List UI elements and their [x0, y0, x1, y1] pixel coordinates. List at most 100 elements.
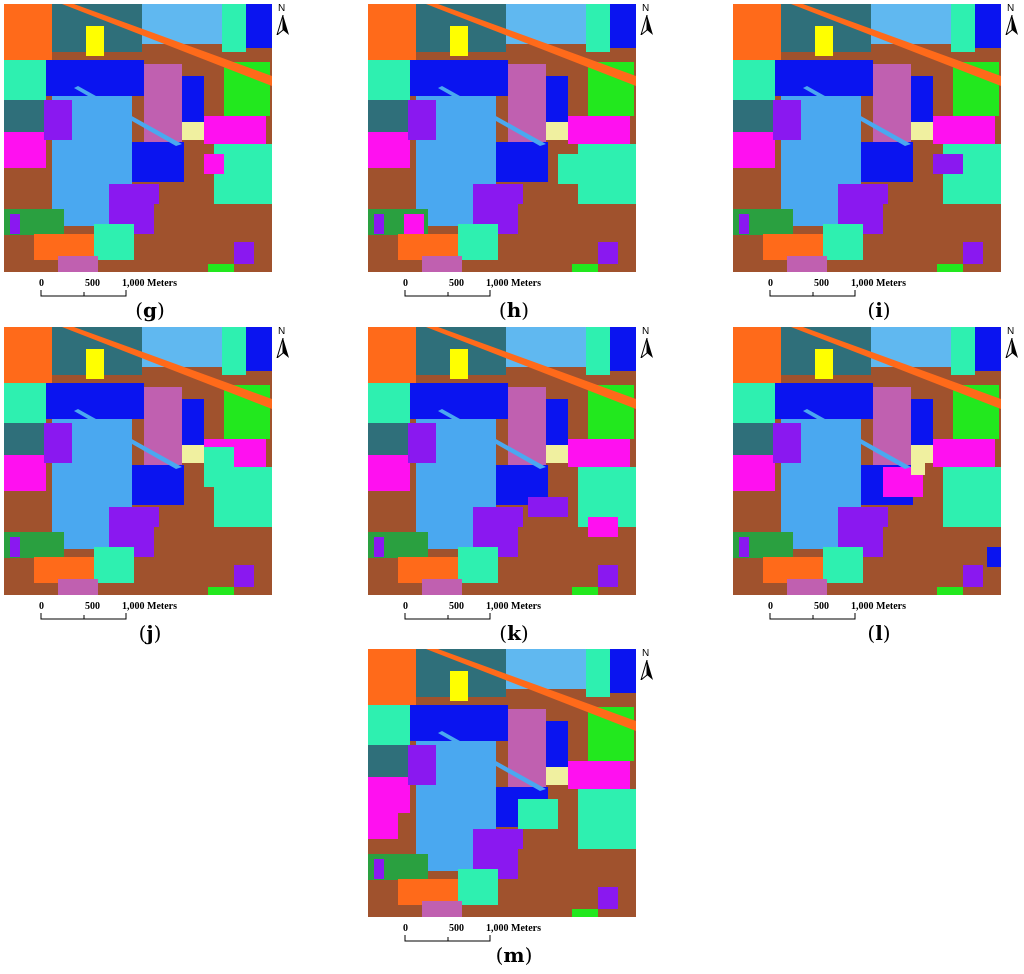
field-region	[368, 777, 410, 813]
field-region	[911, 399, 933, 459]
field-region	[598, 242, 618, 264]
field-region	[568, 116, 630, 144]
north-label: N	[642, 326, 650, 337]
map-panel-j: N 0 500 1,000 Meters (j)	[0, 323, 300, 647]
north-arrow: N	[1005, 326, 1019, 358]
scale-bar-line	[404, 935, 491, 942]
field-region	[10, 214, 20, 234]
field-region	[773, 100, 801, 140]
field-region	[546, 122, 568, 140]
scale-label-500: 500	[814, 601, 829, 612]
scale-bar: 0 500 1,000 Meters	[765, 278, 915, 298]
field-region	[58, 579, 98, 595]
road-strip	[62, 4, 272, 86]
field-region	[374, 859, 384, 879]
field-region	[46, 383, 144, 419]
north-label: N	[642, 3, 650, 14]
classification-map	[368, 649, 636, 917]
field-region	[933, 154, 963, 174]
scale-bar: 0 500 1,000 Meters	[400, 601, 550, 621]
scale-bar-line	[769, 290, 856, 297]
diagonal-boundary	[438, 409, 546, 469]
field-region	[458, 547, 498, 583]
field-region	[815, 26, 833, 56]
field-region	[4, 60, 46, 100]
field-region	[763, 557, 823, 583]
field-region	[182, 122, 204, 140]
field-region	[182, 445, 204, 463]
scale-label-500: 500	[85, 278, 100, 289]
field-region	[733, 455, 775, 491]
field-region	[598, 887, 618, 909]
scale-label-0: 0	[403, 923, 408, 934]
field-region	[975, 327, 1001, 371]
field-region	[374, 214, 384, 234]
map-panel-k: N 0 500 1,000 Meters (k)	[364, 323, 664, 647]
scale-label-1000: 1,000 Meters	[122, 601, 177, 612]
north-arrow-icon	[640, 660, 653, 680]
field-region	[208, 264, 234, 272]
classification-map	[733, 4, 1001, 272]
field-region	[787, 579, 827, 595]
diagonal-boundary	[74, 409, 182, 469]
field-region	[58, 256, 98, 272]
field-region	[861, 142, 913, 182]
north-label: N	[1007, 3, 1015, 14]
scale-label-1000: 1,000 Meters	[486, 923, 541, 934]
map-panel-h: N 0 500 1,000 Meters (h)	[364, 0, 664, 324]
field-region	[787, 256, 827, 272]
field-region	[739, 214, 749, 234]
field-region	[558, 154, 588, 184]
field-region	[610, 4, 636, 48]
field-region	[610, 649, 636, 693]
field-region	[368, 705, 410, 745]
field-region	[763, 234, 823, 260]
field-region	[4, 4, 52, 60]
classification-map	[4, 4, 272, 272]
map-panel-g: N 0 500 1,000 Meters (g)	[0, 0, 300, 324]
field-region	[404, 214, 424, 234]
scale-label-0: 0	[768, 278, 773, 289]
scale-bar-line	[404, 290, 491, 297]
scale-label-1000: 1,000 Meters	[122, 278, 177, 289]
scale-bar-line	[404, 613, 491, 620]
field-region	[450, 349, 468, 379]
field-region	[4, 383, 46, 423]
field-region	[408, 745, 436, 785]
scale-label-0: 0	[768, 601, 773, 612]
field-region	[578, 789, 636, 859]
scale-bar-line	[40, 613, 127, 620]
field-region	[182, 76, 204, 136]
scale-label-500: 500	[814, 278, 829, 289]
field-region	[733, 132, 775, 168]
north-arrow-icon	[276, 15, 289, 35]
field-region	[775, 60, 873, 96]
scale-label-1000: 1,000 Meters	[851, 278, 906, 289]
field-region	[977, 154, 995, 176]
north-label: N	[278, 3, 286, 14]
scale-label-500: 500	[449, 923, 464, 934]
field-region	[398, 234, 458, 260]
field-region	[963, 565, 983, 587]
map-panel-i: N 0 500 1,000 Meters (i)	[729, 0, 1024, 324]
scale-label-0: 0	[39, 601, 44, 612]
field-region	[86, 26, 104, 56]
north-arrow-icon	[1005, 338, 1018, 358]
field-region	[86, 349, 104, 379]
field-region	[610, 327, 636, 371]
field-region	[154, 527, 272, 595]
scale-bar: 0 500 1,000 Meters	[36, 601, 186, 621]
north-arrow: N	[640, 648, 654, 680]
field-region	[234, 565, 254, 587]
field-region	[458, 224, 498, 260]
north-label: N	[278, 326, 286, 337]
field-region	[410, 383, 508, 419]
field-region	[568, 761, 630, 789]
field-region	[823, 547, 863, 583]
field-region	[94, 547, 134, 583]
field-region	[410, 705, 508, 741]
diagonal-boundary	[803, 86, 911, 146]
field-region	[815, 349, 833, 379]
field-region	[546, 76, 568, 136]
north-arrow: N	[640, 326, 654, 358]
